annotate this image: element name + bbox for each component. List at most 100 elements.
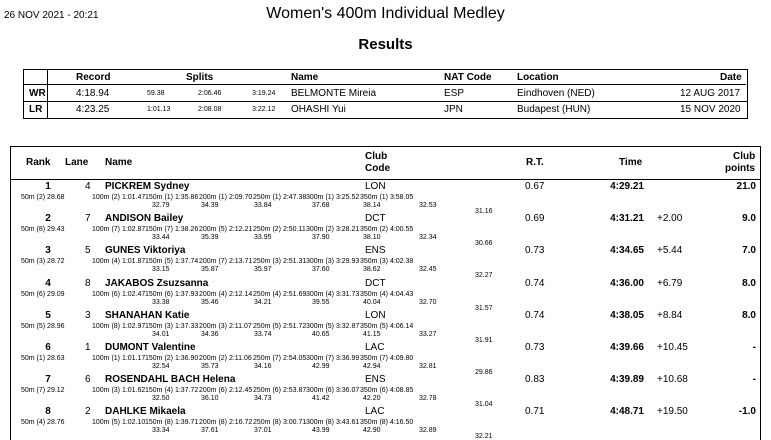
rank-cell: 7 [45,374,51,385]
split-cumulative: 150m (6) 1:37.93 [145,291,199,298]
split-segment: 38.62 [363,266,381,273]
lane-cell: 6 [85,374,91,385]
split-segment: 34.39 [201,202,219,209]
split-cumulative: 100m (7) 1:02.87 [92,226,146,233]
club-code: ENS [365,374,386,385]
split-segment: 32.45 [419,266,437,273]
time-behind: +8.84 [657,310,683,321]
split-cumulative: 150m (7) 1:38.26 [145,226,199,233]
club-points: - [752,374,756,385]
split-cumulative: 200m (6) 2:12.45 [199,387,253,394]
split-segment: 32.89 [419,427,437,434]
split-cumulative: 350m (2) 4:00.55 [360,226,414,233]
athlete-name: DUMONT Valentine [105,342,196,353]
col-rt: R.T. [526,157,544,168]
record-name: OHASHI Yui [291,104,346,115]
split-segment: 34.01 [152,331,170,338]
split-cumulative: 100m (3) 1:01.62 [92,387,146,394]
records-header-row [23,71,746,85]
split-cumulative: 50m (4) 28.76 [21,419,65,426]
time-behind: +6.79 [657,278,683,289]
split-segment: 33.74 [254,331,272,338]
records-col-location: Location [517,72,559,83]
split-segment: 33.95 [254,234,272,241]
col-lane: Lane [65,157,89,168]
split-segment: 32.27 [475,272,493,279]
split-segment: 35.97 [254,266,272,273]
club-points: 9.0 [742,213,756,224]
split-cumulative: 200m (8) 2:16.72 [199,419,253,426]
split-segment: 32.21 [475,433,493,440]
records-col-nat: NAT Code [444,72,492,83]
results-border-left [10,146,11,440]
col-club: Club [365,151,388,162]
split-segment: 30.66 [475,240,493,247]
club-points: 7.0 [742,245,756,256]
time-behind: +5.44 [657,245,683,256]
split-cumulative: 200m (1) 2:09.70 [199,194,253,201]
record-location: Budapest (HUN) [517,104,591,115]
split-cumulative: 250m (5) 2:51.72 [253,323,307,330]
final-time: 4:48.71 [610,406,644,417]
event-title: Women's 400m Individual Medley [266,5,505,22]
split-segment: 37.68 [312,202,330,209]
rank-cell: 6 [45,342,51,353]
split-cumulative: 150m (5) 1:37.74 [145,258,199,265]
split-cumulative: 50m (8) 29.43 [21,226,65,233]
rank-cell: 5 [45,310,51,321]
split-segment: 41.42 [312,395,330,402]
split-segment: 37.61 [201,427,219,434]
record-name: BELMONTE Mireia [291,88,377,99]
club-points: - [752,342,756,353]
split-cumulative: 100m (5) 1:02.10 [92,419,146,426]
split-cumulative: 250m (2) 2:50.11 [253,226,306,233]
split-cumulative: 350m (5) 4:06.14 [360,323,414,330]
split-cumulative: 250m (4) 2:51.69 [253,291,307,298]
split-cumulative: 200m (7) 2:13.71 [199,258,253,265]
record-split: 59.38 [147,90,165,97]
rank-cell: 8 [45,406,51,417]
athlete-name: DAHLKE Mikaela [105,406,186,417]
lane-cell: 4 [85,181,91,192]
reaction-time: 0.67 [525,181,545,192]
col-club-code: Code [365,163,390,174]
split-cumulative: 200m (5) 2:12.21 [199,226,253,233]
record-split: 1:01.13 [147,106,171,113]
record-split: 2:08.08 [198,106,222,113]
col-club-points-2: points [725,163,755,174]
club-points: 8.0 [742,310,756,321]
record-time: 4:23.25 [76,104,110,115]
split-segment: 40.65 [312,331,330,338]
split-segment: 37.90 [312,234,330,241]
split-cumulative: 350m (3) 4:02.38 [360,258,414,265]
split-segment: 38.10 [363,234,381,241]
split-segment: 31.04 [475,401,493,408]
split-segment: 42.20 [363,395,381,402]
split-cumulative: 200m (3) 2:11.07 [199,323,252,330]
reaction-time: 0.71 [525,406,545,417]
split-cumulative: 100m (4) 1:01.87 [92,258,146,265]
split-segment: 31.91 [475,337,493,344]
split-cumulative: 350m (8) 4:16.50 [360,419,414,426]
records-table [23,69,748,119]
split-segment: 38.14 [363,202,381,209]
athlete-name: JAKABOS Zsuzsanna [105,278,209,289]
split-segment: 32.34 [419,234,437,241]
reaction-time: 0.73 [525,342,545,353]
reaction-time: 0.83 [525,374,545,385]
split-segment: 33.44 [152,234,170,241]
split-segment: 33.15 [152,266,170,273]
split-segment: 32.81 [419,363,437,370]
split-cumulative: 50m (3) 28.72 [21,258,65,265]
split-cumulative: 250m (3) 2:51.31 [253,258,307,265]
split-cumulative: 250m (1) 2:47.38 [253,194,307,201]
col-time: Time [619,157,643,168]
final-time: 4:34.65 [610,245,644,256]
records-col-date: Date [720,72,742,83]
split-cumulative: 50m (7) 29.12 [21,387,65,394]
split-cumulative: 150m (1) 1:35.86 [145,194,199,201]
record-nat: JPN [444,104,463,115]
split-cumulative: 50m (5) 28.96 [21,323,65,330]
split-cumulative: 200m (2) 2:11.06 [199,355,252,362]
split-cumulative: 100m (2) 1:01.47 [92,194,146,201]
